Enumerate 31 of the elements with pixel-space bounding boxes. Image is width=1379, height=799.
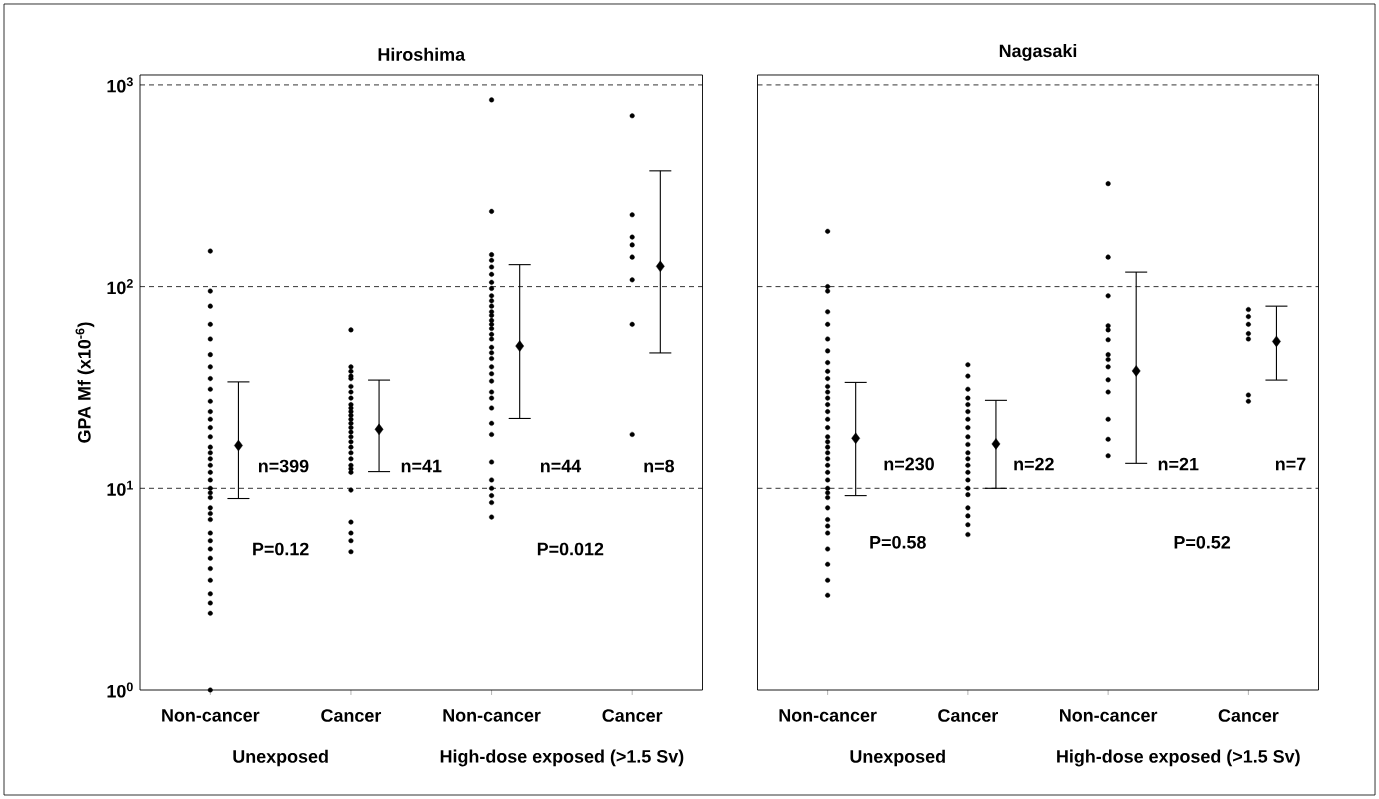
x-tick-label: Non-cancer (1060, 709, 1158, 722)
annotation: P=0.52 (1174, 535, 1231, 549)
annotation: P=0.12 (253, 542, 309, 556)
text: High-dose exposed (>1.5 Sv) (1057, 749, 1300, 767)
annotation: n=399 (258, 459, 309, 473)
annotation: n=7 (1275, 457, 1306, 471)
x-tick-label: Cancer (1218, 709, 1279, 722)
y-tick-label: 10$^{1}$ (107, 480, 133, 496)
y-tick-label: 10$^{3}$ (107, 77, 133, 93)
x-tick-label: Non-cancer (162, 709, 260, 722)
y-tick-label: 10$^{0}$ (107, 682, 133, 698)
text: Unexposed (850, 749, 945, 767)
text: Unexposed (233, 749, 328, 767)
chart-title: Hiroshima (378, 47, 466, 61)
x-tick-label: Cancer (602, 709, 663, 722)
annotation: n=230 (884, 457, 934, 471)
text: High-dose exposed (>1.5 Sv) (440, 749, 684, 767)
x-tick-label: Cancer (938, 709, 998, 722)
annotation: P=0.012 (537, 542, 604, 556)
annotation: n=22 (1014, 457, 1054, 471)
y-tick-label: 10$^{2}$ (107, 279, 133, 295)
annotation: n=21 (1158, 457, 1199, 471)
annotation: n=41 (401, 459, 442, 473)
annotation: P=0.58 (870, 535, 926, 549)
y-axis-title: GPA Mf (x10$^{-6}$) (75, 322, 95, 443)
x-tick-label: Non-cancer (779, 709, 877, 722)
chart-title: Nagasaki (999, 44, 1077, 61)
x-tick-label: Non-cancer (443, 709, 541, 722)
annotation: n=8 (644, 459, 675, 473)
x-tick-label: Cancer (321, 709, 382, 722)
annotation: n=44 (540, 459, 582, 473)
